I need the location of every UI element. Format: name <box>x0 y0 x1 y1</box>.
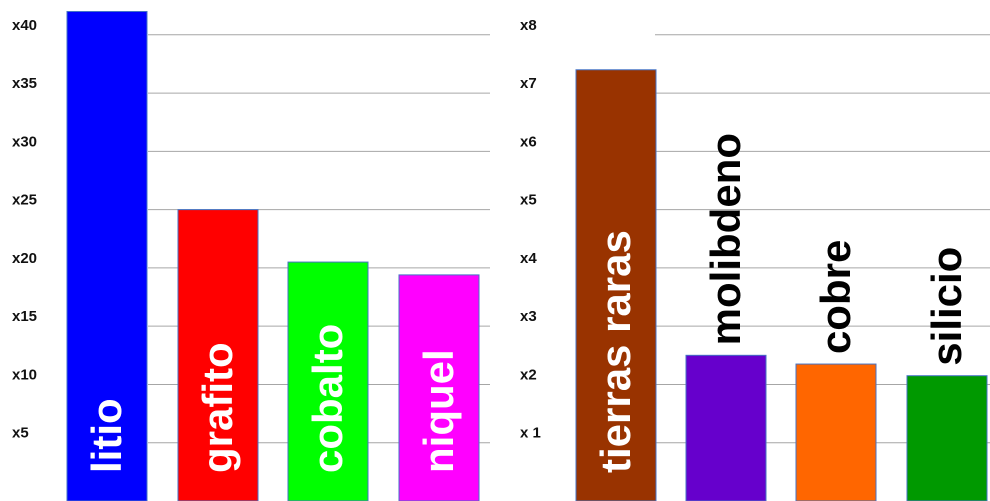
right-bar-label: molibdeno <box>702 133 749 345</box>
left-bar-label: niquel <box>415 349 462 473</box>
left-y-tick-label: x15 <box>12 308 37 325</box>
left-bar-label: cobalto <box>304 324 351 473</box>
right-y-tick-label: x 1 <box>520 425 541 442</box>
right-bar-cobre <box>795 363 877 501</box>
right-y-tick-label: x8 <box>520 17 537 34</box>
right-y-tick-label: x3 <box>520 308 537 325</box>
left-y-tick-label: x10 <box>12 366 37 383</box>
right-bar-chart: x 1 x2 x3 x4 x5 x6 x7 x8 tierras raras molibdeno c… <box>520 17 990 501</box>
left-bar-litio <box>66 10 148 501</box>
left-y-tick-label: x5 <box>12 425 29 442</box>
right-bar-tierras-raras <box>575 69 657 501</box>
right-y-tick-label: x7 <box>520 75 537 92</box>
left-bar-cobalto <box>287 261 369 501</box>
left-bar-chart: x5 x10 x15 x20 x25 x30 x35 x40 litio grafito cobal… <box>12 10 490 501</box>
left-y-tick-label: x25 <box>12 192 37 209</box>
right-bar-silicio <box>906 375 988 501</box>
left-bar-label: grafito <box>194 342 241 473</box>
right-bar-molibdeno <box>685 354 767 501</box>
right-y-tick-label: x2 <box>520 366 537 383</box>
right-y-tick-label: x4 <box>520 250 537 267</box>
left-bar-label: litio <box>83 398 130 473</box>
left-bar-grafito <box>177 209 259 501</box>
right-bar-label: tierras raras <box>592 230 639 473</box>
left-y-tick-label: x40 <box>12 17 37 34</box>
left-y-tick-label: x35 <box>12 75 37 92</box>
right-y-tick-label: x5 <box>520 192 537 209</box>
right-bar-label: cobre <box>812 240 859 354</box>
left-y-tick-label: x30 <box>12 133 37 150</box>
left-y-tick-label: x20 <box>12 250 37 267</box>
right-y-tick-label: x6 <box>520 133 537 150</box>
right-bar-label: silicio <box>923 247 970 366</box>
left-bar-niquel <box>398 274 480 501</box>
